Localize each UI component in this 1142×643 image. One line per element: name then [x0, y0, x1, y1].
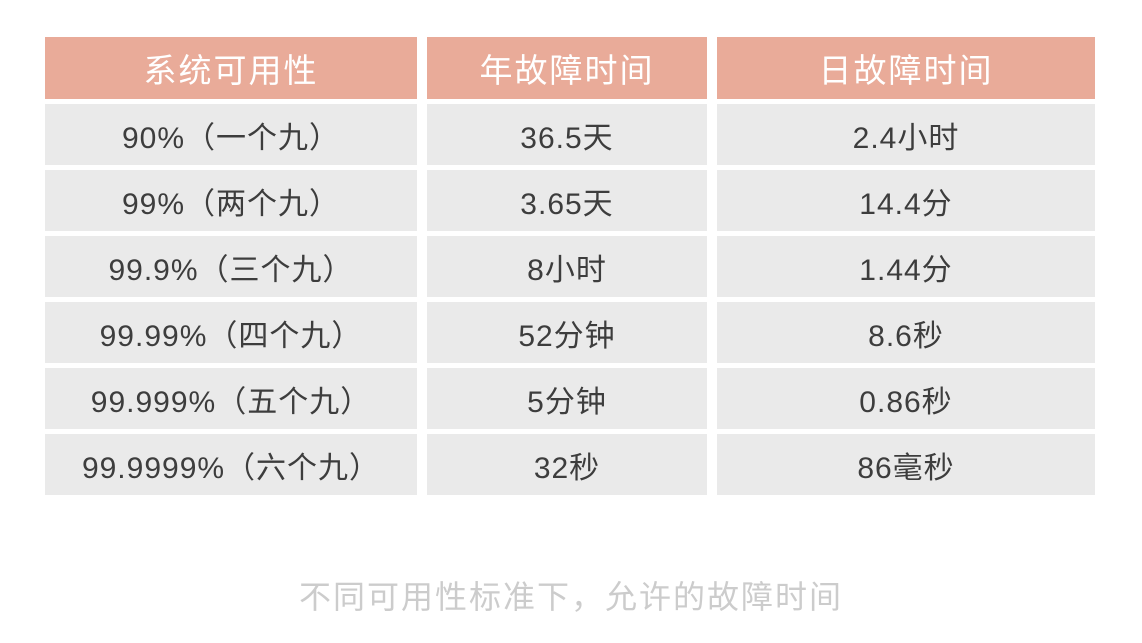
table-cell-daily-downtime: 2.4小时: [717, 104, 1095, 165]
table-cell-availability: 99%（两个九）: [45, 170, 417, 231]
table-cell-daily-downtime: 1.44分: [717, 236, 1095, 297]
table-cell-daily-downtime: 0.86秒: [717, 368, 1095, 429]
table-cell-daily-downtime: 14.4分: [717, 170, 1095, 231]
header-cell-yearly-downtime: 年故障时间: [427, 37, 707, 99]
table-cell-availability: 90%（一个九）: [45, 104, 417, 165]
header-cell-daily-downtime: 日故障时间: [717, 37, 1095, 99]
table-cell-availability: 99.9%（三个九）: [45, 236, 417, 297]
table-cell-yearly-downtime: 8小时: [427, 236, 707, 297]
availability-table: 系统可用性 年故障时间 日故障时间 90%（一个九） 36.5天 2.4小时 9…: [45, 37, 1095, 495]
table-cell-availability: 99.99%（四个九）: [45, 302, 417, 363]
table-cell-yearly-downtime: 52分钟: [427, 302, 707, 363]
table-cell-availability: 99.999%（五个九）: [45, 368, 417, 429]
table-cell-yearly-downtime: 3.65天: [427, 170, 707, 231]
table-cell-yearly-downtime: 36.5天: [427, 104, 707, 165]
table-caption: 不同可用性标准下，允许的故障时间: [298, 579, 843, 615]
table-cell-availability: 99.9999%（六个九）: [45, 434, 417, 495]
table-cell-daily-downtime: 86毫秒: [717, 434, 1095, 495]
header-cell-availability: 系统可用性: [45, 37, 417, 99]
table-cell-yearly-downtime: 32秒: [427, 434, 707, 495]
table-cell-daily-downtime: 8.6秒: [717, 302, 1095, 363]
table-cell-yearly-downtime: 5分钟: [427, 368, 707, 429]
